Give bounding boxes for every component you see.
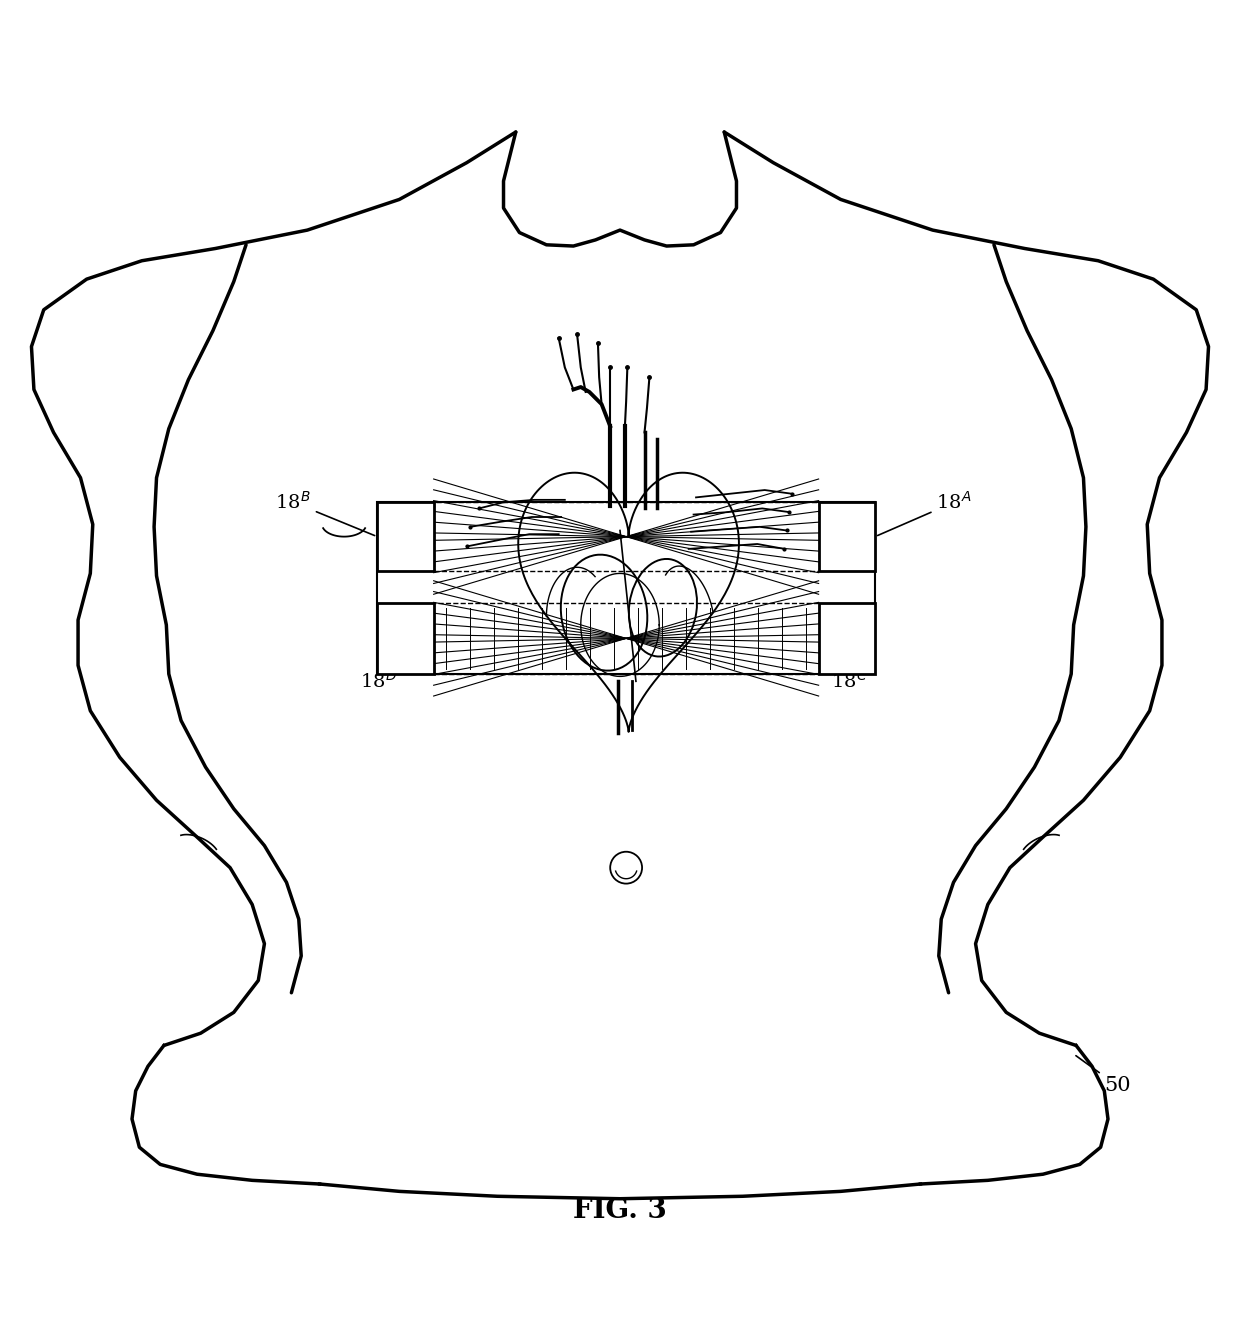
Text: FIG. 3: FIG. 3 <box>573 1198 667 1225</box>
Bar <box>434 502 818 571</box>
Bar <box>377 603 434 674</box>
Bar <box>377 502 434 571</box>
Text: 18$^{D}$: 18$^{D}$ <box>360 641 397 692</box>
Bar <box>377 502 875 674</box>
Text: 18$^{B}$: 18$^{B}$ <box>275 492 374 536</box>
Bar <box>818 502 875 571</box>
Bar <box>434 603 818 674</box>
Text: 18$^{A}$: 18$^{A}$ <box>878 492 972 536</box>
Text: 18$^{C}$: 18$^{C}$ <box>831 641 874 692</box>
Bar <box>818 603 875 674</box>
Text: 50: 50 <box>1076 1056 1131 1096</box>
